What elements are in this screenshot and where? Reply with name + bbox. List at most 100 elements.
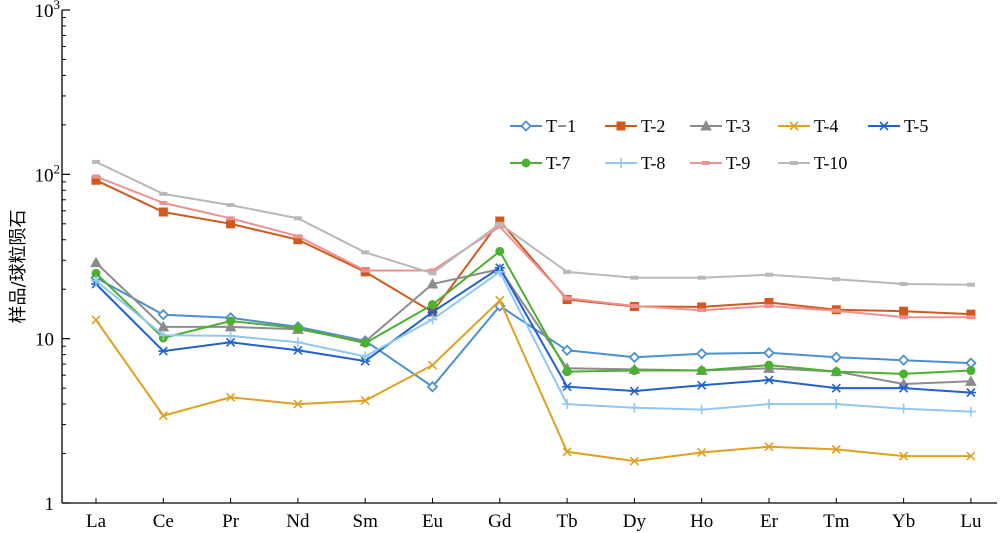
legend-item: T-9 <box>690 153 750 173</box>
data-point <box>563 296 571 300</box>
data-point <box>697 381 707 389</box>
y-tick-label: 102 <box>35 161 61 186</box>
data-point <box>159 201 167 205</box>
data-point <box>563 270 571 274</box>
data-point <box>831 384 841 392</box>
data-point <box>966 389 976 397</box>
legend-label: T-5 <box>904 116 928 136</box>
x-tick-label: Eu <box>422 511 444 532</box>
series-6 <box>91 267 976 417</box>
data-point <box>429 301 437 309</box>
x-tick-label: Dy <box>623 511 647 532</box>
data-point <box>158 347 168 355</box>
x-tick-label: Sm <box>353 511 379 532</box>
data-point <box>227 216 235 220</box>
x-tick-label: Ce <box>153 511 174 532</box>
legend-label: T-10 <box>814 153 847 173</box>
data-point <box>831 399 841 409</box>
data-point <box>91 258 101 267</box>
x-tick-label: La <box>86 511 107 532</box>
data-point <box>832 309 840 313</box>
x-tick-label: Gd <box>488 511 512 532</box>
data-point <box>765 348 774 357</box>
data-point <box>562 383 572 391</box>
x-tick-label: Nd <box>286 511 310 532</box>
data-point <box>899 356 908 365</box>
legend-marker <box>790 161 798 165</box>
data-point <box>900 315 908 319</box>
data-point <box>294 324 302 332</box>
legend-item: T-2 <box>605 116 665 136</box>
data-point <box>630 353 639 362</box>
data-point <box>900 282 908 286</box>
legend-marker <box>879 122 889 130</box>
data-point <box>629 387 639 395</box>
x-tick-label: Pr <box>222 511 240 532</box>
x-tick-label: Lu <box>960 511 982 532</box>
y-axis-title: 样品/球粒陨石 <box>8 209 29 323</box>
data-point <box>429 271 437 275</box>
data-point <box>361 250 369 254</box>
data-point <box>92 316 100 324</box>
data-point <box>900 307 908 315</box>
data-point <box>967 315 975 319</box>
legend-item: T-4 <box>778 116 838 136</box>
data-point <box>967 283 975 287</box>
legend-label: T-4 <box>814 116 838 136</box>
legend: T−1 T-2 T-3 T-4 T-5 T-7 T-8 T-9 T-10 <box>510 116 928 173</box>
data-point <box>361 339 369 347</box>
legend-label: T-8 <box>641 153 665 173</box>
data-point <box>227 220 235 228</box>
data-point <box>92 175 100 179</box>
series-line <box>96 300 971 461</box>
legend-item: T-8 <box>605 153 665 173</box>
data-point <box>966 407 976 417</box>
data-point <box>697 405 707 415</box>
legend-marker <box>617 122 625 130</box>
y-tick-label: 10 <box>35 330 54 351</box>
data-point <box>92 160 100 164</box>
data-point <box>698 308 706 312</box>
data-point <box>496 247 504 255</box>
data-point <box>563 368 571 376</box>
x-tick-label: Tm <box>823 511 850 532</box>
legend-item: T-7 <box>510 153 570 173</box>
x-tick-label: Tb <box>557 511 578 532</box>
data-point <box>765 304 773 308</box>
data-point <box>832 368 840 376</box>
legend-label: T-3 <box>726 116 750 136</box>
data-point <box>159 192 167 196</box>
data-point <box>899 404 909 414</box>
legend-marker <box>522 122 531 131</box>
data-point <box>765 361 773 369</box>
data-point <box>496 222 504 226</box>
data-point <box>361 268 369 272</box>
data-point <box>227 203 235 207</box>
legend-item: T-10 <box>778 153 847 173</box>
legend-label: T-7 <box>546 153 570 173</box>
legend-marker <box>522 159 530 167</box>
legend-label: T-2 <box>641 116 665 136</box>
data-point <box>698 367 706 375</box>
series-layer <box>91 160 976 465</box>
legend-item: T−1 <box>510 116 576 136</box>
data-point <box>765 273 773 277</box>
legend-item: T-5 <box>868 116 928 136</box>
data-point <box>629 403 639 413</box>
data-point <box>832 353 841 362</box>
data-point <box>227 317 235 325</box>
data-point <box>764 399 774 409</box>
legend-label: T-9 <box>726 153 750 173</box>
data-point <box>159 208 167 216</box>
chart: 103102101La Ce Pr Nd Sm Eu Gd Tb Dy Ho Er Tm Yb Lu T−… <box>0 0 1000 533</box>
data-point <box>562 399 572 409</box>
x-tick-label: Er <box>760 511 779 532</box>
data-point <box>429 361 437 369</box>
data-point <box>900 370 908 378</box>
data-point <box>697 349 706 358</box>
legend-marker <box>616 158 626 168</box>
data-point <box>630 276 638 280</box>
data-point <box>967 367 975 375</box>
data-point <box>630 304 638 308</box>
